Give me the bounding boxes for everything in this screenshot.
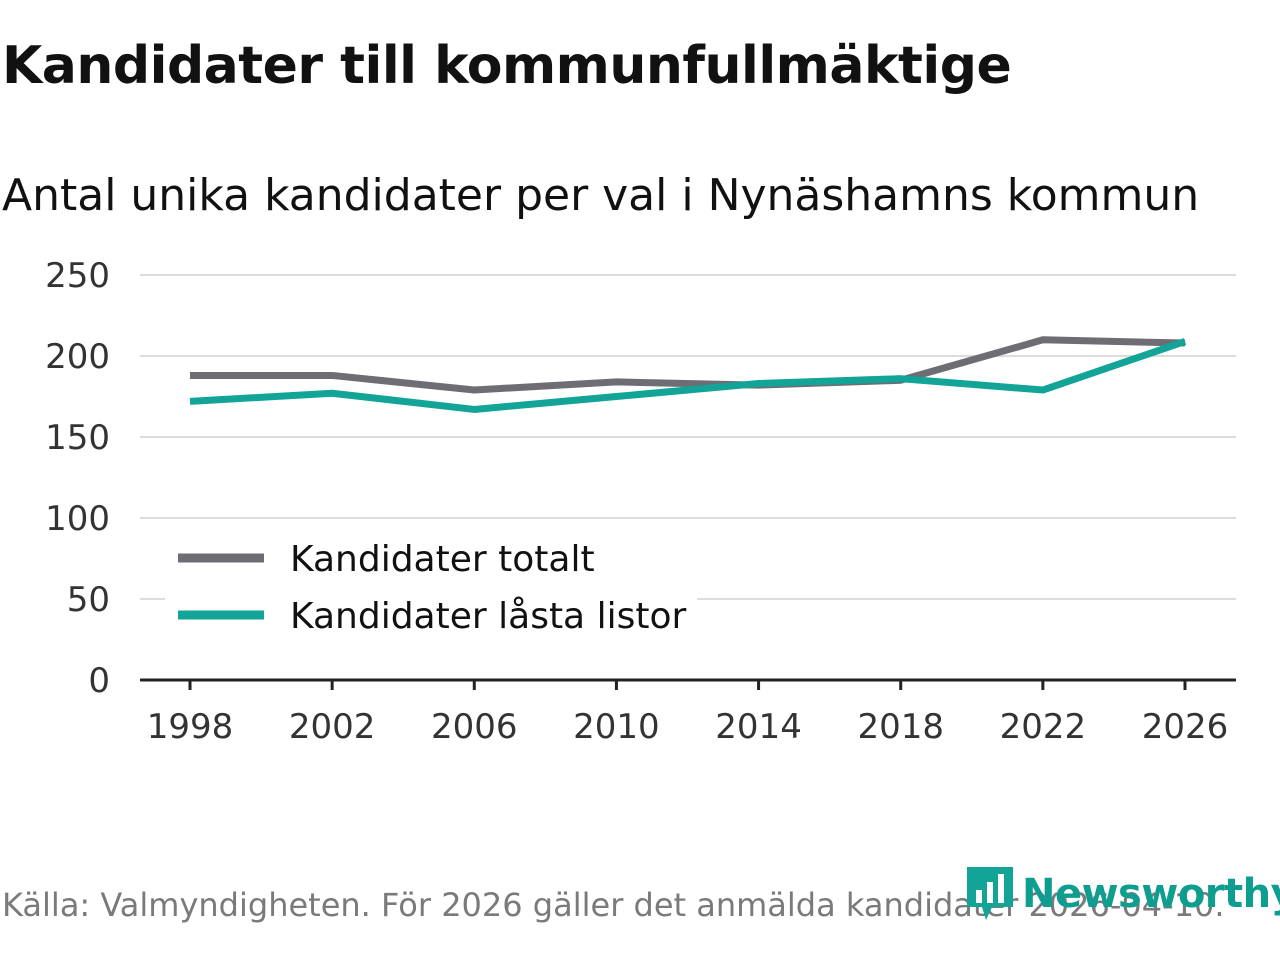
x-tick-label: 1998 <box>147 707 234 747</box>
series-line-0 <box>190 336 1186 394</box>
y-tick-label: 0 <box>88 661 110 701</box>
x-tick-label: 2002 <box>289 707 376 747</box>
y-tick-label: 50 <box>67 580 110 620</box>
y-tick-label: 250 <box>45 256 110 296</box>
y-tick-label: 200 <box>45 337 110 377</box>
x-tick-label: 2026 <box>1142 707 1229 747</box>
x-tick-label: 2022 <box>1000 707 1087 747</box>
legend-label-1: Kandidater låsta listor <box>290 596 686 637</box>
newsworthy-logo: Newsworthy <box>964 864 1280 924</box>
y-tick-label: 150 <box>45 418 110 458</box>
x-axis: 1998 2002 2006 2010 2014 2018 2022 2026 <box>140 678 1236 747</box>
series-line-1 <box>189 338 1187 413</box>
x-tick-label: 2014 <box>715 707 802 747</box>
legend-background <box>165 528 697 640</box>
chart-title: Kandidater till kommunfullmäktige <box>2 36 1012 96</box>
x-tick-label: 2010 <box>573 707 660 747</box>
y-tick-label: 100 <box>45 499 110 539</box>
x-tick-label: 2018 <box>857 707 944 747</box>
legend: Kandidater totalt Kandidater låsta listor <box>165 528 697 640</box>
legend-label-0: Kandidater totalt <box>290 539 595 580</box>
newsworthy-logo-text: Newsworthy <box>1022 871 1280 917</box>
chart-subtitle: Antal unika kandidater per val i Nynäsha… <box>2 170 1200 221</box>
newsworthy-logo-icon <box>967 867 1013 920</box>
y-axis-ticks: 0 50 100 150 200 250 <box>45 256 110 701</box>
source-note: Källa: Valmyndigheten. För 2026 gäller d… <box>2 886 1225 924</box>
series-lines <box>189 336 1187 413</box>
x-tick-label: 2006 <box>431 707 518 747</box>
